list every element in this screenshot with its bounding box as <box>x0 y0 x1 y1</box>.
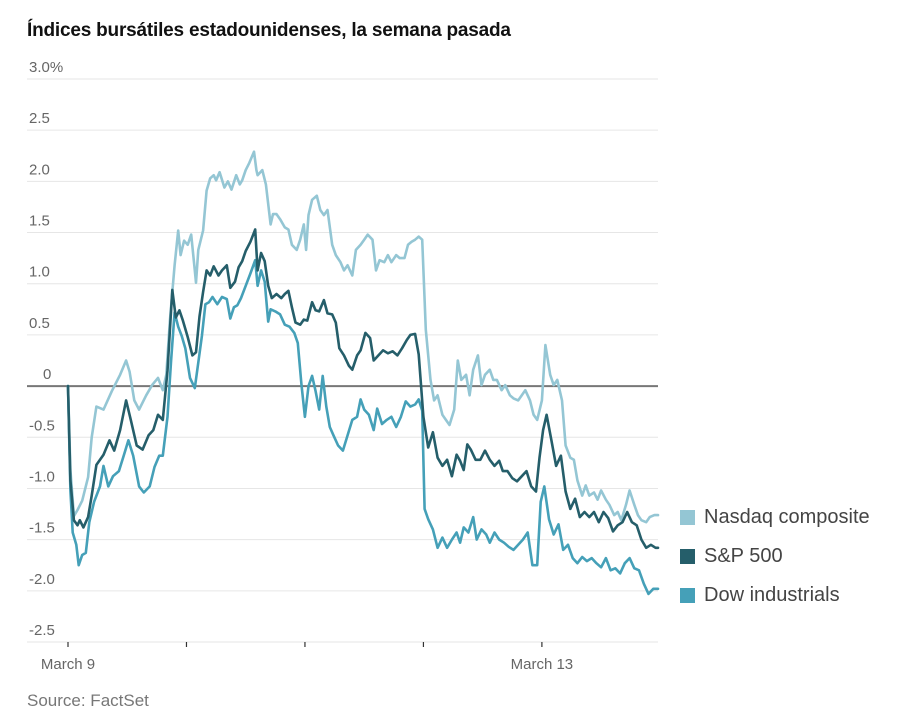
source-note: Source: FactSet <box>27 691 149 710</box>
legend: Nasdaq composite S&P 500 Dow industrials <box>680 498 870 615</box>
series-lines <box>66 150 660 596</box>
y-tick-label: -1.5 <box>29 520 55 537</box>
legend-swatch-nasdaq <box>680 510 695 525</box>
chart-title: Índices bursátiles estadounidenses, la s… <box>27 20 511 41</box>
x-tick-label: March 9 <box>41 656 95 673</box>
legend-item-dow: Dow industrials <box>680 576 870 615</box>
y-tick-label: -1.0 <box>29 468 55 485</box>
x-axis: March 9 March 13 <box>41 642 573 673</box>
y-axis-labels: 3.0% 2.5 2.0 1.5 1.0 0.5 0 -0.5 -1.0 -1.5 -2.0 -2.5 <box>29 59 63 639</box>
y-tick-label: -2.0 <box>29 571 55 588</box>
legend-label-nasdaq: Nasdaq composite <box>704 506 870 528</box>
y-tick-label: 1.0 <box>29 264 50 281</box>
sp500-line <box>66 228 660 550</box>
y-tick-label: 3.0% <box>29 59 63 76</box>
x-tick-label: March 13 <box>511 656 574 673</box>
y-tick-label: 1.5 <box>29 213 50 230</box>
y-tick-label: 2.0 <box>29 161 50 178</box>
y-tick-label: 0 <box>43 366 51 383</box>
y-tick-label: 2.5 <box>29 110 50 127</box>
legend-swatch-dow <box>680 588 695 603</box>
legend-item-nasdaq: Nasdaq composite <box>680 498 870 537</box>
nasdaq-line <box>66 150 660 524</box>
dow-line <box>66 258 660 596</box>
y-tick-label: -0.5 <box>29 417 55 434</box>
legend-label-sp500: S&P 500 <box>704 545 783 567</box>
gridlines <box>27 78 658 643</box>
legend-swatch-sp500 <box>680 549 695 564</box>
legend-item-sp500: S&P 500 <box>680 537 870 576</box>
legend-label-dow: Dow industrials <box>704 584 840 606</box>
y-tick-label: 0.5 <box>29 315 50 332</box>
y-tick-label: -2.5 <box>29 622 55 639</box>
